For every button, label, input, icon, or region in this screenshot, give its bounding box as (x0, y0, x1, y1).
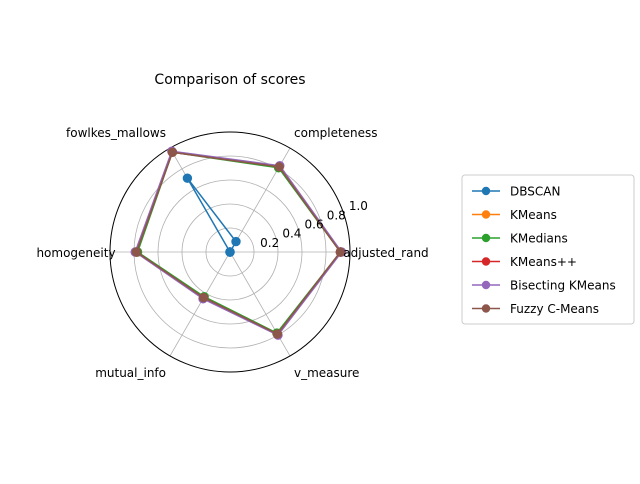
radar-series (130, 146, 347, 340)
legend-label: Bisecting KMeans (510, 279, 616, 293)
legend-marker (481, 304, 491, 313)
axis-label-fowlkes_mallows: fowlkes_mallows (66, 126, 166, 140)
axis-label-mutual_info: mutual_info (95, 366, 166, 380)
radial-tick-label: 0.4 (282, 227, 301, 241)
series-line (186, 177, 237, 253)
spoke-v_measure (229, 251, 291, 357)
data-point-homogeneity (131, 247, 142, 257)
legend-marker (481, 233, 491, 243)
radial-tick-label: 0.6 (305, 217, 324, 231)
legend-label: KMeans (510, 208, 557, 222)
legend-marker (481, 186, 491, 196)
axis-label-completeness: completeness (294, 126, 378, 140)
radial-tick-label: 1.0 (349, 199, 368, 213)
data-point-fowlkes_mallows (167, 147, 178, 157)
spoke-mutual_info (169, 251, 231, 357)
legend-box (461, 174, 635, 325)
data-point-v_measure (272, 329, 283, 339)
radial-tick-label: 0.2 (260, 236, 279, 250)
radial-tick-label: 0.8 (327, 208, 346, 222)
legend-label: Fuzzy C-Means (510, 302, 599, 316)
polar-frame (109, 131, 351, 373)
data-point-adjusted_rand (335, 247, 346, 257)
legend-label: DBSCAN (510, 185, 560, 199)
axis-label-homogeneity: homogeneity (36, 246, 115, 260)
legend: DBSCAN KMeans KMedians KMeans++ Bisecting KM… (461, 174, 635, 325)
data-point-fowlkes_mallows (182, 173, 193, 183)
series-fuzzy-c-means (131, 147, 346, 339)
legend-label: KMeans++ (510, 255, 577, 269)
radar-labels: adjusted_rand completeness fowlkes_mallows… (36, 126, 428, 380)
axis-label-adjusted_rand: adjusted_rand (343, 246, 428, 260)
legend-marker (481, 210, 491, 219)
axis-label-v_measure: v_measure (294, 366, 359, 380)
chart-title: Comparison of scores (154, 72, 305, 88)
data-point-mutual_info (198, 293, 209, 303)
data-point-v_measure (225, 247, 235, 257)
legend-marker (481, 280, 491, 290)
legend-marker (481, 257, 491, 266)
legend-label: KMedians (510, 232, 568, 246)
data-point-completeness (274, 162, 284, 172)
data-point-completeness (231, 236, 241, 247)
series-dbscan (182, 173, 241, 257)
